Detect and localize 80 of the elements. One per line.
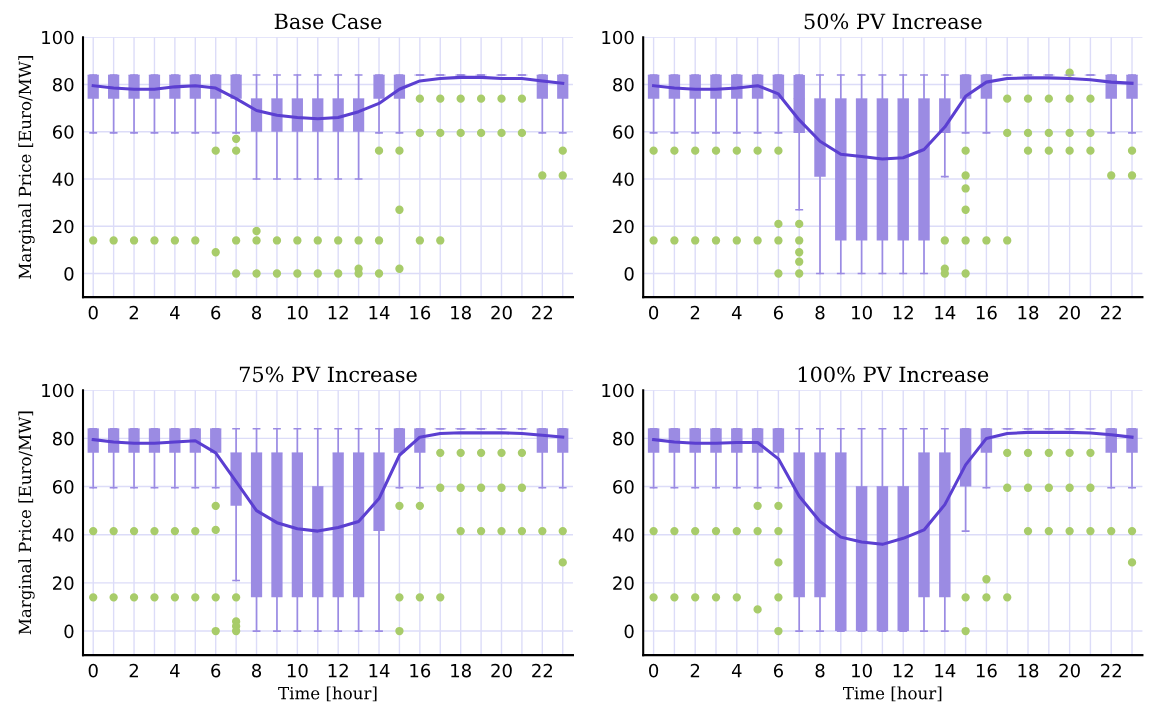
x-tick-label: 6 bbox=[211, 663, 221, 678]
x-tick-label: 0 bbox=[649, 663, 659, 678]
x-tick-label: 12 bbox=[328, 663, 348, 678]
x-tick-label: 20 bbox=[1059, 305, 1080, 320]
x-tick-label: 10 bbox=[287, 305, 308, 320]
y-tick-label: 0 bbox=[624, 624, 634, 639]
x-tick-label: 14 bbox=[935, 664, 956, 678]
x-tick-label: 22 bbox=[1101, 305, 1121, 320]
x-tick-label: 22 bbox=[1101, 663, 1121, 678]
x-tick-label: 2 bbox=[129, 663, 138, 678]
x-tick-label: 16 bbox=[976, 663, 997, 678]
x-tick-label: 22 bbox=[532, 305, 553, 320]
y-tick-label: 80 bbox=[613, 431, 634, 446]
y-tick-label: 60 bbox=[613, 125, 634, 139]
x-tick-label: 14 bbox=[369, 306, 390, 320]
y-tick-label: 80 bbox=[52, 77, 74, 92]
y-tick-label: 100 bbox=[42, 383, 74, 398]
x-tick-label: 14 bbox=[369, 664, 390, 678]
x-tick-label: 6 bbox=[773, 305, 784, 320]
chart-title: 50% PV Increase bbox=[804, 13, 982, 30]
x-tick-label: 6 bbox=[773, 663, 784, 678]
x-tick-label: 12 bbox=[328, 305, 348, 320]
x-tick-label: 16 bbox=[410, 305, 431, 320]
y-tick-label: 40 bbox=[612, 528, 634, 542]
x-tick-label: 20 bbox=[1059, 663, 1080, 678]
y-tick-label: 60 bbox=[52, 480, 74, 494]
x-tick-label: 12 bbox=[893, 663, 913, 678]
x-tick-label: 0 bbox=[88, 663, 98, 678]
y-tick-label: 60 bbox=[52, 125, 74, 139]
y-tick-label: 80 bbox=[52, 431, 74, 446]
x-tick-label: 6 bbox=[211, 305, 221, 320]
x-tick-label: 2 bbox=[690, 305, 700, 320]
x-tick-label: 20 bbox=[491, 305, 512, 320]
y-tick-label: 0 bbox=[624, 266, 634, 281]
x-tick-label: 4 bbox=[731, 664, 742, 678]
x-axis-title: Time [hour] bbox=[843, 686, 942, 702]
x-tick-label: 4 bbox=[170, 306, 180, 320]
x-tick-label: 18 bbox=[1018, 663, 1039, 678]
x-tick-label: 10 bbox=[287, 663, 308, 678]
chart-title: 75% PV Increase bbox=[239, 366, 417, 383]
y-tick-label: 40 bbox=[612, 172, 634, 187]
x-tick-label: 18 bbox=[451, 663, 471, 678]
x-tick-label: 0 bbox=[88, 305, 98, 320]
x-tick-label: 2 bbox=[690, 663, 700, 678]
x-tick-label: 22 bbox=[532, 663, 553, 678]
y-tick-label: 20 bbox=[613, 576, 634, 591]
x-tick-label: 12 bbox=[893, 305, 913, 320]
x-tick-label: 20 bbox=[491, 663, 512, 678]
chart-title: Base Case bbox=[274, 13, 382, 30]
y-axis-title: Marginal Price [Euro/MW] bbox=[18, 411, 35, 635]
y-tick-label: 60 bbox=[613, 480, 634, 494]
x-tick-label: 2 bbox=[129, 305, 138, 320]
x-tick-label: 4 bbox=[170, 664, 180, 678]
x-tick-label: 18 bbox=[451, 305, 471, 320]
x-tick-label: 8 bbox=[815, 663, 825, 678]
x-tick-label: 10 bbox=[852, 305, 872, 320]
x-tick-label: 16 bbox=[976, 305, 997, 320]
y-tick-label: 100 bbox=[602, 383, 634, 398]
x-axis-title: Time [hour] bbox=[278, 686, 377, 702]
y-tick-label: 100 bbox=[602, 30, 634, 45]
x-tick-label: 0 bbox=[649, 305, 659, 320]
x-tick-label: 10 bbox=[852, 663, 872, 678]
y-tick-label: 100 bbox=[42, 30, 74, 45]
x-tick-label: 8 bbox=[815, 305, 825, 320]
x-tick-label: 8 bbox=[252, 663, 262, 678]
y-tick-label: 20 bbox=[53, 576, 74, 591]
y-tick-label: 40 bbox=[52, 528, 74, 542]
x-tick-label: 8 bbox=[252, 305, 262, 320]
y-tick-label: 80 bbox=[613, 77, 634, 92]
x-tick-label: 4 bbox=[731, 306, 742, 320]
y-tick-label: 20 bbox=[53, 219, 74, 234]
x-tick-label: 18 bbox=[1018, 305, 1039, 320]
y-tick-label: 40 bbox=[52, 172, 74, 187]
y-tick-label: 0 bbox=[64, 266, 74, 281]
x-tick-label: 16 bbox=[410, 663, 431, 678]
x-tick-label: 14 bbox=[935, 306, 956, 320]
y-tick-label: 20 bbox=[613, 219, 634, 234]
chart-title: 100% PV Increase bbox=[798, 366, 989, 383]
y-axis-title: Marginal Price [Euro/MW] bbox=[18, 56, 35, 279]
y-tick-label: 0 bbox=[64, 624, 74, 639]
